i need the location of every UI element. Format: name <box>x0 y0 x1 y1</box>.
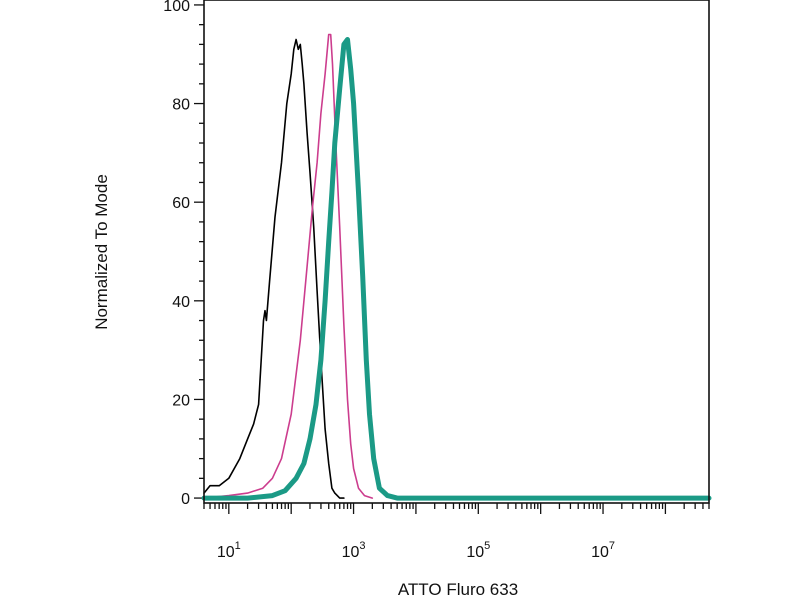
series-layer <box>201 33 712 501</box>
y-tick-label: 100 <box>163 0 190 15</box>
y-axis-ticks: 0 20 40 60 80 100 <box>163 0 204 508</box>
x-tick-label: 101 <box>217 540 241 561</box>
x-tick-label: 105 <box>466 540 490 561</box>
series-line-2 <box>203 33 374 499</box>
y-tick-label: 40 <box>172 294 190 311</box>
series-line-3 <box>201 37 712 501</box>
x-axis-title: ATTO Fluro 633 <box>398 580 518 599</box>
y-axis-title: Normalized To Mode <box>92 174 111 330</box>
y-tick-label: 20 <box>172 392 190 409</box>
x-axis-ticks: 101 103 105 107 <box>203 503 710 561</box>
x-tick-label: 107 <box>591 540 615 561</box>
y-tick-label: 0 <box>181 491 190 508</box>
series-line-1 <box>203 38 345 499</box>
y-tick-label: 80 <box>172 97 190 114</box>
y-tick-label: 60 <box>172 195 190 212</box>
x-tick-label: 103 <box>342 540 366 561</box>
plot-frame <box>203 0 710 504</box>
